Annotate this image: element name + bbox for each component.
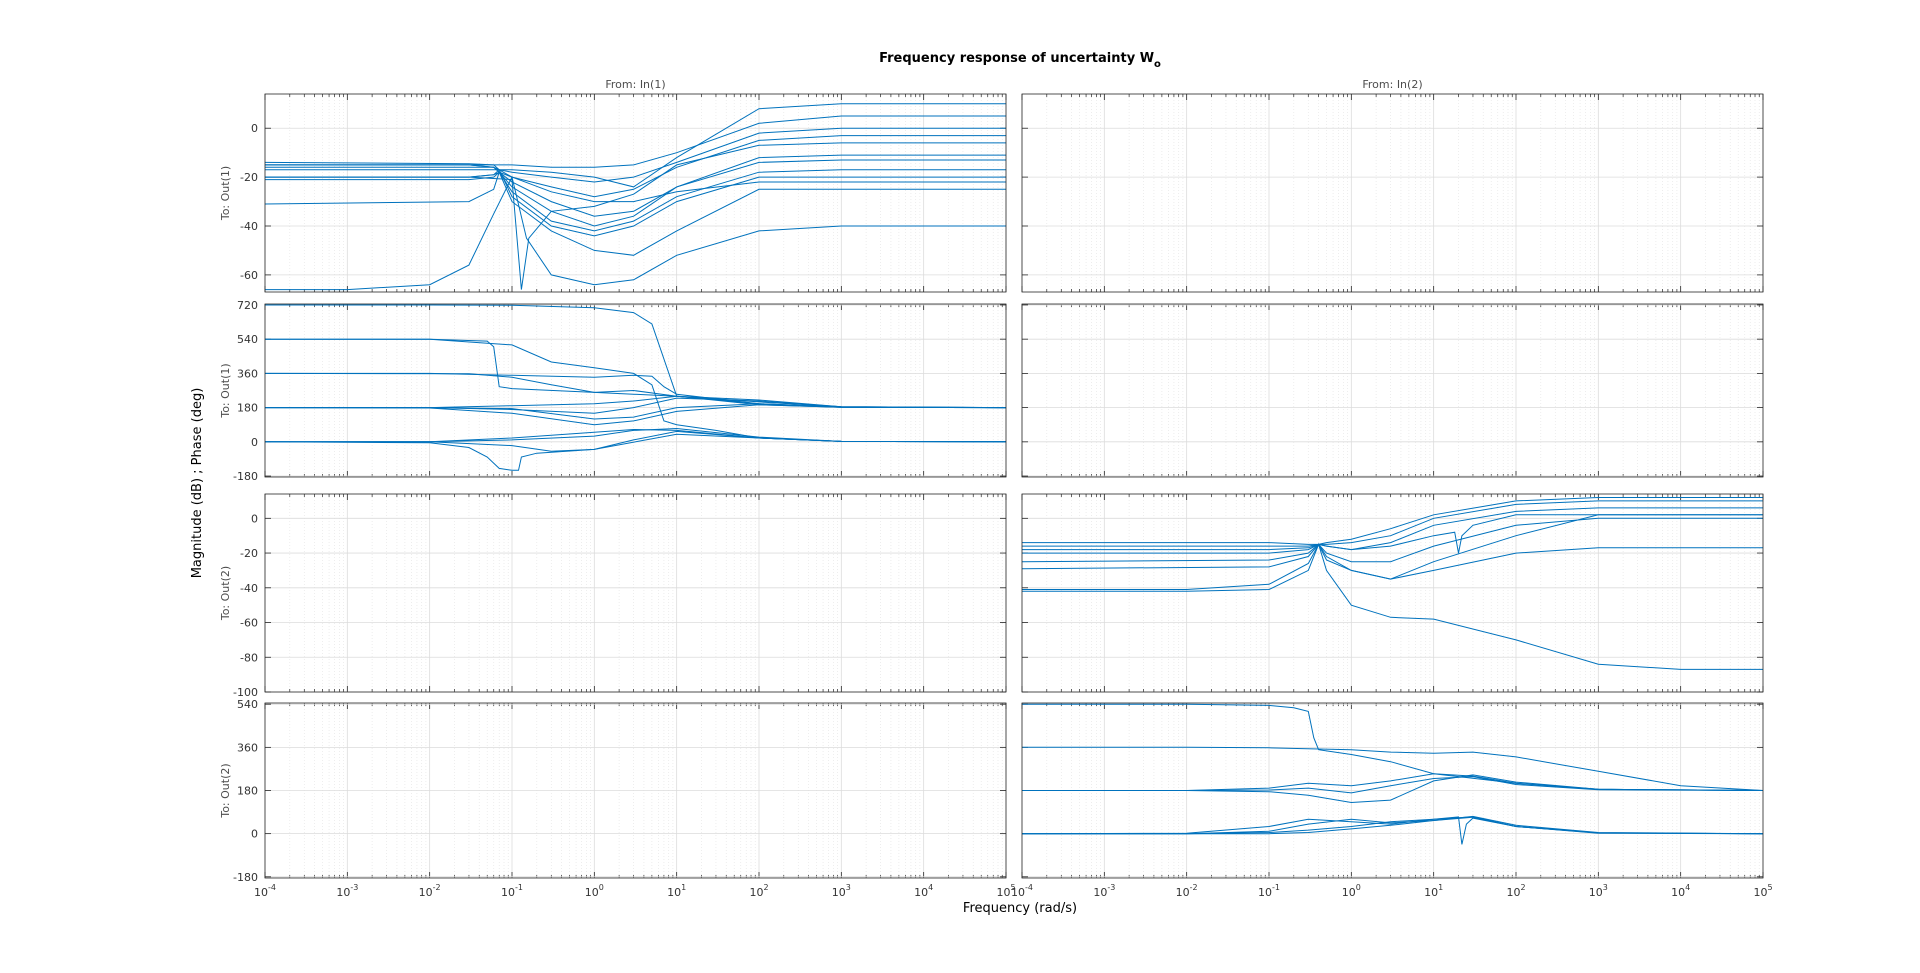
series-line-31	[1022, 543, 1763, 590]
panel-r1-c1	[1021, 303, 1764, 478]
x-tick-label: 104	[914, 883, 933, 899]
x-tick-label: 101	[667, 883, 686, 899]
series-line-28	[1022, 514, 1763, 554]
y-tick-label: -60	[240, 617, 258, 630]
series-line-40	[1022, 815, 1763, 835]
series-group	[265, 103, 1006, 291]
y-tick-label: 0	[251, 436, 258, 449]
axes-frame	[264, 493, 1007, 693]
x-tick-label: 101	[1424, 883, 1443, 899]
x-tick-label: 100	[1342, 883, 1361, 899]
axes-frame	[264, 303, 1007, 478]
y-tick-label: 720	[237, 299, 258, 312]
y-tick-label: 180	[237, 785, 258, 798]
axes-frame	[1021, 493, 1764, 693]
plot-area	[1022, 304, 1763, 477]
series-group	[265, 304, 1006, 471]
axes-frame	[264, 93, 1007, 293]
x-tick-label: 103	[1589, 883, 1608, 899]
column-label: From: In(1)	[605, 78, 665, 91]
row-label: To: Out(2)	[219, 566, 232, 621]
series-group	[1022, 497, 1763, 670]
series-line-30	[1022, 517, 1763, 570]
y-tick-label: -180	[233, 470, 258, 483]
axes-frame	[1021, 702, 1764, 879]
x-tick-label: 104	[1671, 883, 1690, 899]
x-tick-label: 10-3	[336, 883, 358, 899]
panel-r3-c0: 540 360 180 0 -180 To: Out(2) 10-4 10-3 10-2 10-1…	[219, 698, 1016, 899]
x-tick-label: 10-3	[1093, 883, 1115, 899]
series-line-9	[265, 115, 1006, 168]
x-tick-label: 102	[749, 883, 768, 899]
y-tick-label: 0	[251, 122, 258, 135]
panel-r2-c0: 0 -20 -40 -60 -80 -100 To: Out(2)	[219, 493, 1007, 699]
row-label: To: Out(1)	[219, 363, 232, 418]
plot-area	[265, 494, 1006, 692]
row-label: To: Out(1)	[219, 166, 232, 221]
series-line-41	[1022, 816, 1763, 835]
plot-panels: 0 -20 -40 -60 To: Out(1) From: In(1) From: In(…	[219, 78, 1773, 899]
series-line-8	[265, 175, 1006, 291]
y-tick-label: 180	[237, 402, 258, 415]
y-tick-label: 0	[251, 828, 258, 841]
series-line-25	[1022, 497, 1763, 545]
y-tick-label: 540	[237, 333, 258, 346]
x-tick-label: 10-1	[501, 883, 523, 899]
x-tick-label: 10-2	[1176, 883, 1198, 899]
chart-title: Frequency response of uncertainty Wo	[879, 51, 1161, 70]
x-tick-label: 102	[1506, 883, 1525, 899]
y-tick-label: -40	[240, 582, 258, 595]
plot-area	[1022, 494, 1763, 692]
x-tick-label: 10-4	[254, 883, 276, 899]
series-line-10	[265, 103, 1006, 188]
series-line-24	[265, 430, 1006, 452]
series-line-4	[265, 169, 1006, 232]
x-tick-label: 10-2	[419, 883, 441, 899]
y-tick-label: -20	[240, 547, 258, 560]
panel-r1-c0: 720 540 360 180 0 -180 To: Out(1)	[219, 299, 1007, 483]
panel-r0-c0: 0 -20 -40 -60 To: Out(1) From: In(1)	[219, 78, 1007, 293]
y-tick-label: 540	[237, 698, 258, 711]
series-line-5	[265, 168, 1006, 237]
y-tick-label: -80	[240, 651, 258, 664]
plot-area	[1022, 94, 1763, 292]
x-tick-label: 100	[585, 883, 604, 899]
axes-frame	[264, 702, 1007, 879]
y-tick-label: -100	[233, 686, 258, 699]
series-line-11	[265, 142, 1006, 290]
panel-r3-c1: 10-4 10-3 10-2 10-1 100 101 102 103 104 105	[1011, 702, 1773, 899]
series-line-36	[1022, 774, 1763, 804]
series-line-20	[265, 404, 1006, 426]
series-line-34	[1022, 746, 1763, 791]
x-tick-label: 105	[1753, 883, 1772, 899]
y-tick-label: 360	[237, 367, 258, 380]
y-tick-label: -180	[233, 871, 258, 884]
x-tick-label: 10-1	[1258, 883, 1280, 899]
x-tick-label: 105	[996, 883, 1015, 899]
y-tick-label: -20	[240, 171, 258, 184]
series-group	[1022, 703, 1763, 845]
column-label: From: In(2)	[1362, 78, 1422, 91]
axes-frame	[1021, 303, 1764, 478]
series-line-35	[1022, 773, 1763, 791]
series-line-7	[265, 170, 1006, 256]
panel-r2-c1	[1021, 493, 1764, 693]
series-line-37	[1022, 776, 1763, 794]
y-tick-label: -60	[240, 269, 258, 282]
series-line-32	[1022, 542, 1763, 670]
y-tick-label: -40	[240, 220, 258, 233]
x-axis-label: Frequency (rad/s)	[963, 901, 1077, 916]
panel-r0-c1: From: In(2)	[1021, 78, 1764, 293]
y-tick-label: 360	[237, 741, 258, 754]
axes-frame	[1021, 93, 1764, 293]
series-line-6	[265, 164, 1006, 203]
row-label: To: Out(2)	[219, 763, 232, 818]
x-tick-label: 10-4	[1011, 883, 1033, 899]
x-tick-label: 103	[832, 883, 851, 899]
series-line-26	[1022, 500, 1763, 547]
y-axis-label: Magnitude (dB) ; Phase (deg)	[190, 388, 205, 579]
y-tick-label: 0	[251, 512, 258, 525]
